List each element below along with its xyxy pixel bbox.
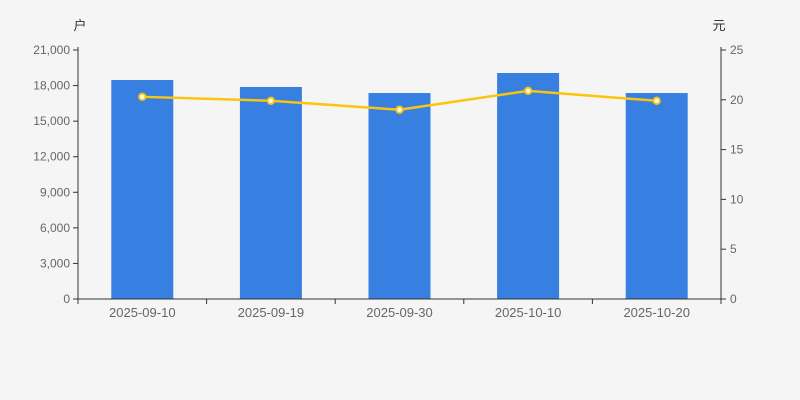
axes: 0 3,000 6,000 9,000 12,000 15,000 18,000 21,000… (33, 43, 743, 320)
right-axis-label: 10 (730, 192, 744, 206)
right-axis-title: 元 (712, 18, 725, 33)
line-point[interactable] (138, 92, 147, 102)
right-axis-label: 0 (730, 292, 737, 306)
left-axis-label: 6,000 (40, 221, 70, 235)
line-point[interactable] (523, 86, 533, 96)
x-axis-label: 2025-10-20 (623, 305, 690, 320)
line-series (138, 86, 661, 114)
x-axis-label: 2025-09-10 (109, 305, 176, 320)
left-axis-label: 12,000 (33, 150, 70, 164)
left-axis-label: 9,000 (40, 185, 70, 199)
right-axis-label: 20 (730, 93, 744, 107)
left-axis-label: 3,000 (40, 256, 70, 270)
left-axis-label: 15,000 (33, 114, 70, 128)
bar[interactable] (239, 86, 302, 299)
right-axis-label: 15 (730, 143, 744, 157)
left-axis-label: 18,000 (33, 79, 70, 93)
line-point[interactable] (395, 105, 404, 114)
bar-series (111, 73, 688, 300)
left-axis-title: 户 (73, 18, 86, 33)
right-axis-label: 25 (730, 43, 744, 57)
left-axis-label: 21,000 (33, 43, 70, 57)
bar[interactable] (497, 73, 560, 299)
x-axis-label: 2025-09-30 (366, 305, 433, 320)
bar[interactable] (625, 93, 688, 299)
x-axis-label: 2025-09-19 (238, 305, 305, 320)
x-axis-label: 2025-10-10 (495, 305, 562, 320)
left-axis-label: 0 (63, 292, 70, 306)
bar[interactable] (111, 79, 174, 300)
bar[interactable] (368, 93, 431, 299)
right-axis-label: 5 (730, 242, 737, 256)
line-point[interactable] (266, 96, 276, 105)
line-point[interactable] (652, 96, 661, 105)
